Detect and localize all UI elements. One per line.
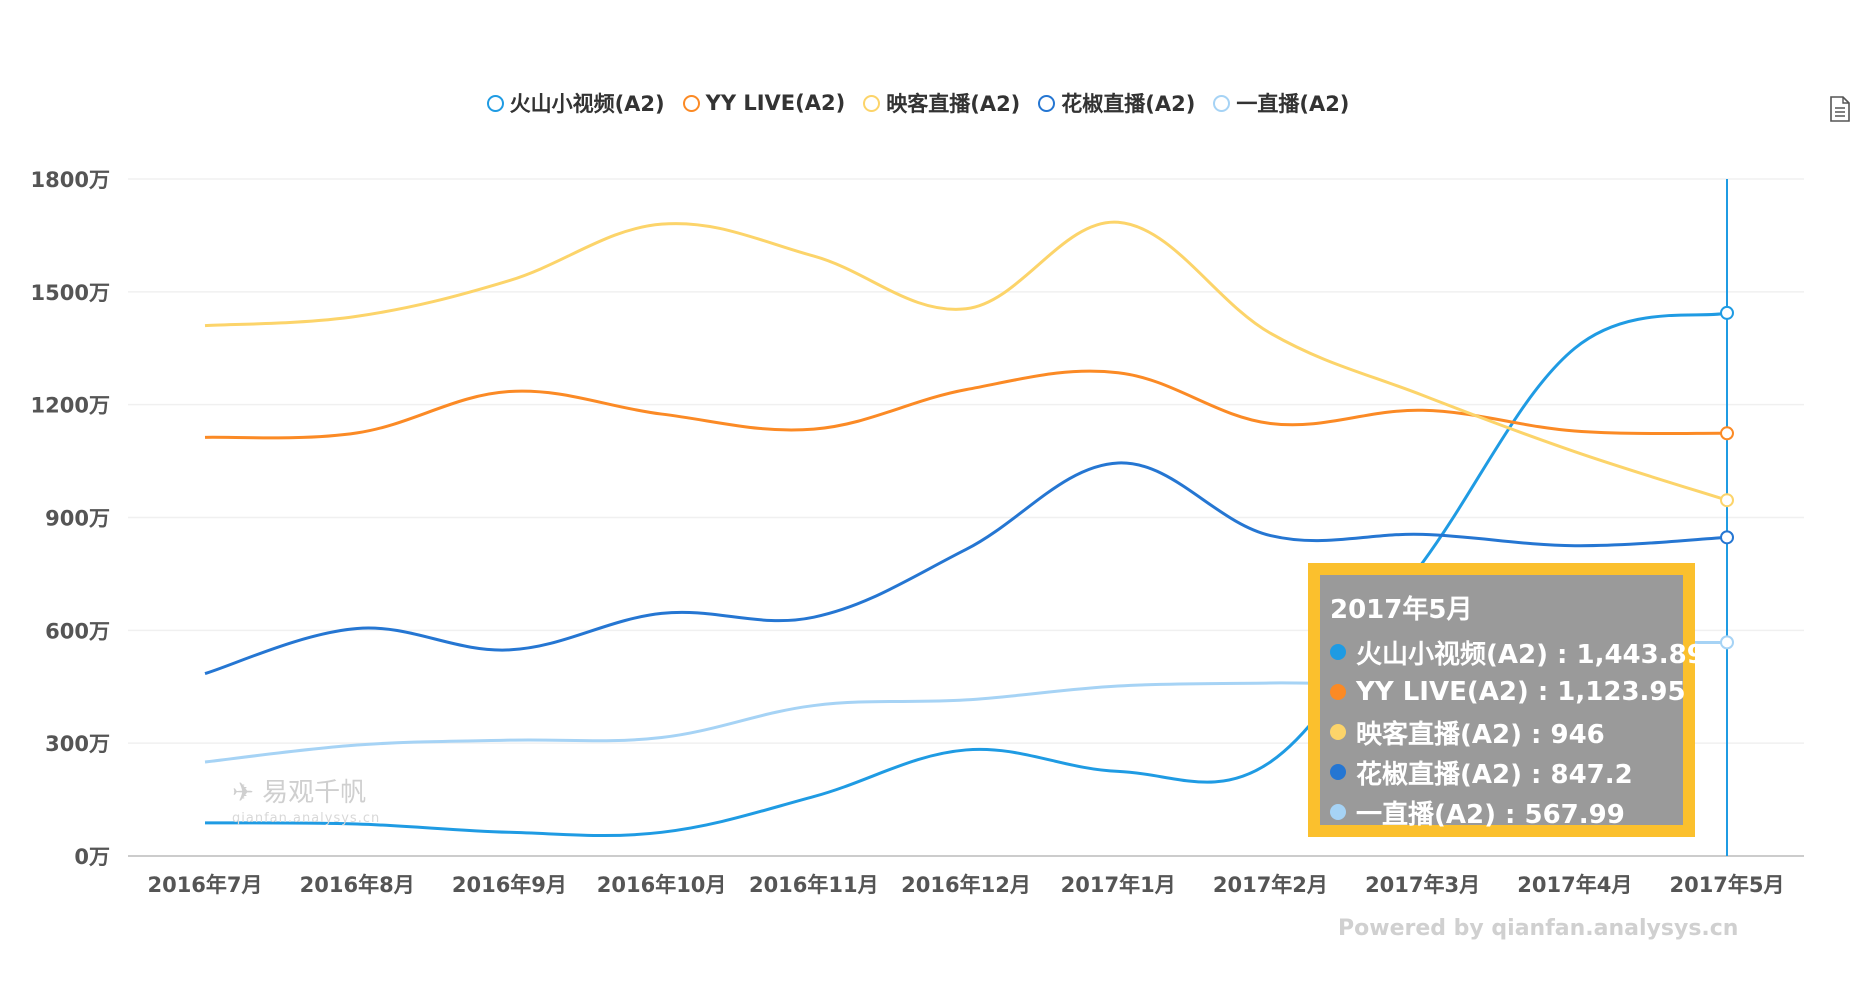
legend-ring-icon <box>486 94 504 112</box>
legend-item-yingke[interactable]: 映客直播(A2) <box>863 88 1020 118</box>
legend: 火山小视频(A2) YY LIVE(A2) 映客直播(A2) 花椒直播(A2) … <box>0 88 1836 118</box>
series-dot-icon <box>1330 684 1346 700</box>
hover-point <box>1720 493 1734 508</box>
legend-label: 火山小视频(A2) <box>509 92 665 116</box>
tooltip-row: 花椒直播(A2) : 847.2 <box>1330 752 1673 792</box>
y-tick-label: 900万 <box>45 507 110 531</box>
x-tick-label: 2017年5月 <box>1669 873 1784 897</box>
powered-by[interactable]: Powered by qianfan.analysys.cn <box>1338 916 1739 941</box>
legend-label: 映客直播(A2) <box>886 92 1021 116</box>
hover-point <box>1720 426 1734 441</box>
x-tick-label: 2016年8月 <box>300 873 415 897</box>
watermark-logo: ✈ 易观千帆 <box>232 778 367 808</box>
legend-item-yizhibo[interactable]: 一直播(A2) <box>1213 88 1349 118</box>
hover-point <box>1720 305 1734 320</box>
x-tick-label: 2017年4月 <box>1517 873 1632 897</box>
legend-item-huajiao[interactable]: 花椒直播(A2) <box>1038 88 1195 118</box>
tooltip-title: 2017年5月 <box>1330 595 1473 625</box>
y-tick-label: 1500万 <box>31 281 110 305</box>
y-tick-label: 1800万 <box>31 168 110 192</box>
series-line <box>204 461 1728 676</box>
x-tick-label: 2016年11月 <box>749 873 879 897</box>
tooltip-row: 映客直播(A2) : 946 <box>1330 712 1673 752</box>
y-tick-label: 0万 <box>74 845 110 869</box>
series-line <box>204 220 1728 502</box>
y-tick-label: 300万 <box>45 732 110 756</box>
legend-item-huoshan[interactable]: 火山小视频(A2) <box>486 88 665 118</box>
tooltip-row-label: 花椒直播(A2) : 847.2 <box>1356 759 1633 790</box>
tooltip-row: YY LIVE(A2) : 1,123.95 <box>1330 672 1686 712</box>
legend-label: 花椒直播(A2) <box>1061 92 1196 116</box>
tooltip: 2017年5月 火山小视频(A2) : 1,443.89 YY LIVE(A2)… <box>1308 563 1705 837</box>
legend-label: YY LIVE(A2) <box>705 91 846 115</box>
y-tick-label: 600万 <box>45 619 110 643</box>
tooltip-row-label: 火山小视频(A2) : 1,443.89 <box>1356 639 1705 670</box>
x-tick-label: 2016年9月 <box>452 873 567 897</box>
tooltip-row: 火山小视频(A2) : 1,443.89 <box>1330 632 1705 672</box>
x-tick-label: 2016年10月 <box>597 873 727 897</box>
x-tick-label: 2017年2月 <box>1213 873 1328 897</box>
hover-point <box>1720 530 1734 545</box>
series-dot-icon <box>1330 644 1346 660</box>
hover-point <box>1720 635 1734 650</box>
tooltip-row-label: 映客直播(A2) : 946 <box>1356 719 1605 750</box>
y-tick-label: 1200万 <box>31 394 110 418</box>
watermark-name: 易观千帆 <box>262 778 367 808</box>
series-line <box>204 311 1728 838</box>
tooltip-row-label: 一直播(A2) : 567.99 <box>1356 799 1625 830</box>
legend-ring-icon <box>682 94 700 112</box>
file-text-icon[interactable] <box>1830 96 1850 122</box>
tooltip-row-label: YY LIVE(A2) : 1,123.95 <box>1356 677 1686 707</box>
series-dot-icon <box>1330 724 1346 740</box>
x-tick-label: 2017年1月 <box>1061 873 1176 897</box>
legend-ring-icon <box>863 94 881 112</box>
legend-ring-icon <box>1213 94 1231 112</box>
x-tick-label: 2016年12月 <box>901 873 1031 897</box>
x-tick-label: 2017年3月 <box>1365 873 1480 897</box>
tooltip-row: 一直播(A2) : 567.99 <box>1330 792 1673 832</box>
legend-label: 一直播(A2) <box>1236 92 1350 116</box>
legend-ring-icon <box>1038 94 1056 112</box>
legend-item-yylive[interactable]: YY LIVE(A2) <box>682 88 846 118</box>
watermark-url: qianfan.analysys.cn <box>232 811 381 826</box>
series-dot-icon <box>1330 804 1346 820</box>
x-tick-label: 2016年7月 <box>147 873 262 897</box>
series-dot-icon <box>1330 764 1346 780</box>
